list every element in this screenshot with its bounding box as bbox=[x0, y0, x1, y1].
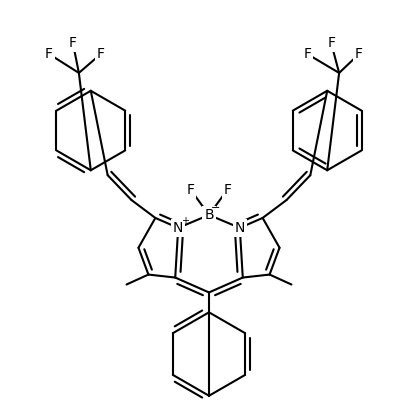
Text: F: F bbox=[69, 36, 77, 50]
Text: +: + bbox=[181, 216, 189, 226]
Text: B: B bbox=[204, 208, 214, 222]
Text: F: F bbox=[97, 47, 105, 61]
Text: F: F bbox=[303, 47, 311, 61]
Text: F: F bbox=[327, 36, 335, 50]
Text: F: F bbox=[45, 47, 53, 61]
Text: F: F bbox=[355, 47, 363, 61]
Text: N: N bbox=[173, 221, 184, 235]
Text: −: − bbox=[211, 203, 221, 213]
Text: N: N bbox=[234, 221, 245, 235]
Text: F: F bbox=[186, 183, 194, 197]
Text: F: F bbox=[224, 183, 232, 197]
